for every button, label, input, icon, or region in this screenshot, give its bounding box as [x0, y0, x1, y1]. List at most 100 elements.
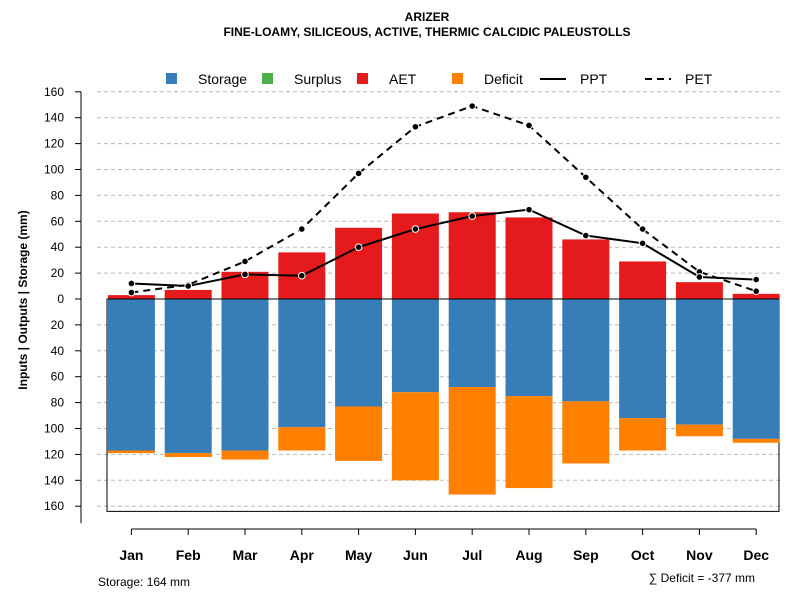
legend-swatch-deficit — [452, 73, 463, 84]
chart-title: ARIZER — [405, 10, 450, 24]
deficit-bar — [732, 438, 780, 443]
storage-bar — [164, 299, 212, 454]
x-tick-label: Jan — [119, 547, 143, 563]
x-tick-label: May — [345, 547, 372, 563]
y-tick-label: 100 — [44, 422, 64, 436]
x-tick-label: Aug — [515, 547, 542, 563]
x-tick-label: Sep — [573, 547, 599, 563]
aet-bar — [675, 282, 723, 299]
ppt-point — [695, 273, 704, 281]
deficit-bar — [107, 450, 155, 454]
pet-point — [582, 173, 590, 182]
ppt-line — [131, 208, 757, 288]
deficit-bar — [448, 387, 496, 495]
ppt-point — [354, 243, 363, 251]
pet-point — [411, 122, 420, 131]
storage-bar — [448, 299, 496, 388]
storage-bar — [391, 299, 439, 393]
deficit-bar — [164, 453, 212, 457]
y-tick-label: 160 — [44, 85, 64, 99]
aet-bar — [107, 295, 155, 299]
bars — [106, 212, 780, 512]
legend-swatch-surplus — [262, 73, 273, 84]
y-axis-label: Inputs | Outputs | Storage (mm) — [16, 210, 30, 389]
y-tick-label: 120 — [44, 137, 64, 151]
storage-bar — [107, 299, 155, 451]
pet-point — [525, 121, 533, 130]
chart-subtitle: FINE-LOAMY, SILICEOUS, ACTIVE, THERMIC C… — [223, 25, 630, 39]
x-tick-label: Jun — [403, 547, 428, 563]
ppt-point — [752, 275, 761, 284]
deficit-bar — [505, 396, 553, 489]
ppt-point — [582, 231, 590, 240]
x-tick-label: Mar — [233, 547, 258, 563]
legend-label-deficit: Deficit — [484, 71, 523, 87]
ppt-point — [411, 225, 420, 233]
y-tick-label: 140 — [44, 111, 64, 125]
y-tick-label: 80 — [51, 396, 65, 410]
legend-label-surplus: Surplus — [294, 71, 341, 87]
pet-point — [752, 287, 761, 296]
legend: Storage Surplus AET Deficit PPT PET — [166, 71, 713, 87]
legend-swatch-storage — [166, 73, 177, 84]
pet-point — [468, 102, 477, 110]
deficit-bar — [391, 392, 439, 481]
legend-label-ppt: PPT — [580, 71, 608, 87]
x-tick-label: Apr — [290, 547, 315, 563]
deficit-bar — [335, 406, 383, 461]
storage-bar — [221, 299, 269, 451]
ppt-point — [525, 205, 533, 214]
pet-point — [638, 225, 647, 233]
ppt-point — [241, 270, 249, 279]
aet-bar — [164, 289, 212, 299]
axes: 160 140 120 100 80 60 40 20 0 20 40 60 80 100 120 140 16… — [44, 85, 779, 563]
storage-bar — [562, 299, 610, 402]
y-tick-label: 100 — [44, 163, 64, 177]
storage-bar — [619, 299, 667, 419]
y-tick-label: 60 — [51, 214, 65, 228]
pet-line — [131, 104, 757, 294]
storage-bar — [732, 299, 780, 439]
deficit-bar — [619, 418, 667, 451]
series-lines — [127, 102, 761, 297]
y-tick-label: 120 — [44, 447, 64, 461]
pet-point — [241, 257, 249, 266]
storage-bar — [675, 299, 723, 425]
aet-bar — [619, 261, 667, 299]
x-tick-label: Feb — [176, 547, 201, 563]
aet-bar — [505, 217, 553, 299]
ppt-point — [184, 282, 192, 290]
pet-point — [127, 288, 136, 297]
pet-point — [298, 225, 306, 233]
y-tick-label: 140 — [44, 473, 64, 487]
aet-bar — [732, 293, 780, 299]
deficit-bar — [278, 427, 326, 451]
x-tick-label: Jul — [462, 547, 482, 563]
aet-bar — [448, 212, 496, 299]
y-tick-label: 80 — [51, 188, 65, 202]
y-tick-label: 20 — [51, 318, 65, 332]
y-tick-label: 20 — [51, 266, 65, 280]
x-tick-label: Oct — [631, 547, 655, 563]
aet-bar — [562, 239, 610, 299]
y-tick-label: 40 — [51, 344, 65, 358]
x-tick-label: Nov — [686, 547, 713, 563]
legend-swatch-aet — [357, 73, 368, 84]
pet-point — [354, 169, 363, 178]
ppt-point — [298, 271, 306, 280]
legend-label-storage: Storage — [198, 71, 247, 87]
aet-bar — [335, 227, 383, 299]
storage-bar — [335, 299, 383, 407]
deficit-sum-footer: ∑ Deficit = -377 mm — [649, 571, 755, 585]
x-tick-label: Dec — [743, 547, 769, 563]
ppt-point — [638, 239, 647, 248]
storage-footer: Storage: 164 mm — [98, 575, 190, 589]
ppt-point — [127, 279, 136, 288]
y-tick-label: 60 — [51, 370, 65, 384]
y-tick-label: 40 — [51, 240, 65, 254]
ppt-point — [468, 212, 477, 220]
y-tick-label: 160 — [44, 499, 64, 513]
y-tick-label: 0 — [57, 292, 64, 306]
storage-bar — [505, 299, 553, 397]
